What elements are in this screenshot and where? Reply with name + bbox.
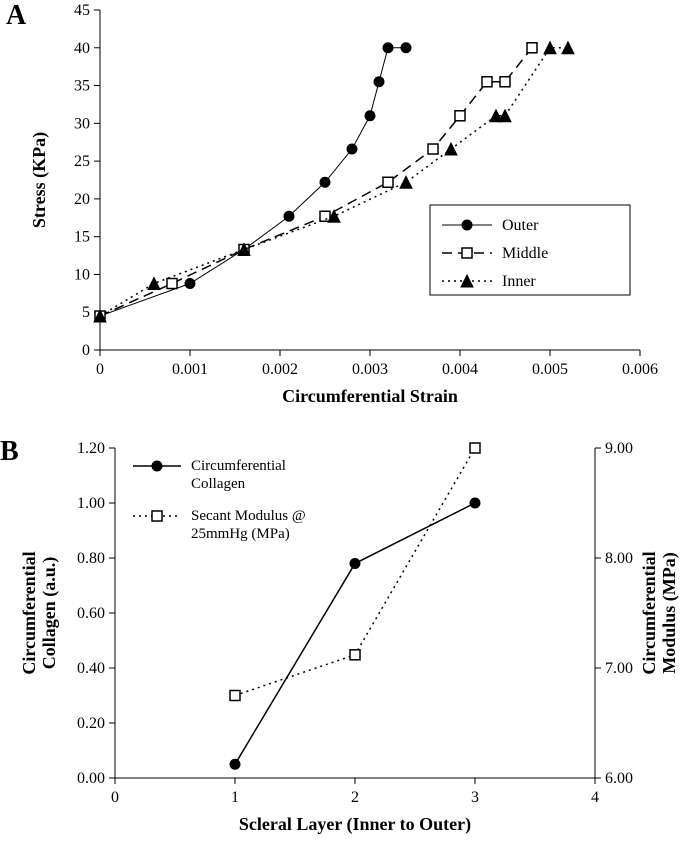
svg-text:Circumferential: Circumferential [19, 551, 39, 674]
svg-text:0: 0 [96, 361, 104, 378]
svg-text:9.00: 9.00 [605, 440, 633, 457]
svg-text:0.00: 0.00 [77, 770, 105, 787]
chart-a: 0 5 10 15 20 25 30 35 40 45 0 0.001 0.002 0.003 0.004 0… [0, 0, 693, 420]
chart-a-y-title: Stress (KPa) [29, 132, 50, 228]
legend-item: Inner [502, 273, 536, 290]
svg-text:20: 20 [74, 191, 90, 208]
svg-text:1: 1 [231, 789, 239, 806]
svg-text:40: 40 [74, 40, 90, 57]
svg-text:Modulus (MPa): Modulus (MPa) [659, 552, 680, 674]
svg-text:Circumferential: Circumferential [639, 551, 659, 674]
svg-text:0.006: 0.006 [622, 361, 658, 378]
chart-a-x-title: Circumferential Strain [282, 386, 458, 406]
svg-text:5: 5 [82, 304, 90, 321]
svg-text:1.20: 1.20 [77, 440, 105, 457]
svg-text:7.00: 7.00 [605, 660, 633, 677]
series-inner [100, 48, 568, 316]
svg-text:Collagen (a.u.): Collagen (a.u.) [39, 557, 60, 670]
svg-text:0.005: 0.005 [532, 361, 568, 378]
svg-text:4: 4 [591, 789, 599, 806]
svg-text:0.40: 0.40 [77, 660, 105, 677]
svg-text:25: 25 [74, 153, 90, 170]
svg-text:0.001: 0.001 [172, 361, 208, 378]
svg-text:1.00: 1.00 [77, 495, 105, 512]
legend-item: Circumferential [191, 458, 286, 474]
legend-item: Middle [502, 245, 548, 262]
legend-item: Outer [502, 217, 539, 234]
series-outer [100, 48, 406, 316]
page: A 05101520253035404500.0010.0020.0030.00… [0, 0, 693, 862]
chart-b-y-title-left: CircumferentialCollagen (a.u.) [19, 551, 60, 674]
svg-text:0.20: 0.20 [77, 715, 105, 732]
svg-text:0.60: 0.60 [77, 605, 105, 622]
svg-text:0.002: 0.002 [262, 361, 298, 378]
legend-item: Collagen [191, 476, 246, 492]
svg-text:0.004: 0.004 [442, 361, 478, 378]
svg-text:10: 10 [74, 266, 90, 283]
svg-text:0: 0 [82, 342, 90, 359]
svg-text:0.80: 0.80 [77, 550, 105, 567]
chart-b-x-title: Scleral Layer (Inner to Outer) [239, 814, 471, 835]
chart-b-y-title-right: CircumferentialModulus (MPa) [639, 551, 680, 674]
chart-b: 0.00 0.20 0.40 0.60 0.80 1.00 1.20 6.00 7.00 8.00… [0, 438, 693, 858]
svg-text:6.00: 6.00 [605, 770, 633, 787]
legend-item: 25mmHg (MPa) [191, 526, 290, 542]
svg-text:2: 2 [351, 789, 359, 806]
svg-text:3: 3 [471, 789, 479, 806]
legend-item: Secant Modulus @ [191, 508, 306, 524]
svg-text:30: 30 [74, 115, 90, 132]
svg-text:15: 15 [74, 229, 90, 246]
svg-text:8.00: 8.00 [605, 550, 633, 567]
svg-text:35: 35 [74, 78, 90, 95]
svg-text:0: 0 [111, 789, 119, 806]
svg-text:0.003: 0.003 [352, 361, 388, 378]
series-line [235, 503, 475, 764]
svg-text:45: 45 [74, 2, 90, 19]
